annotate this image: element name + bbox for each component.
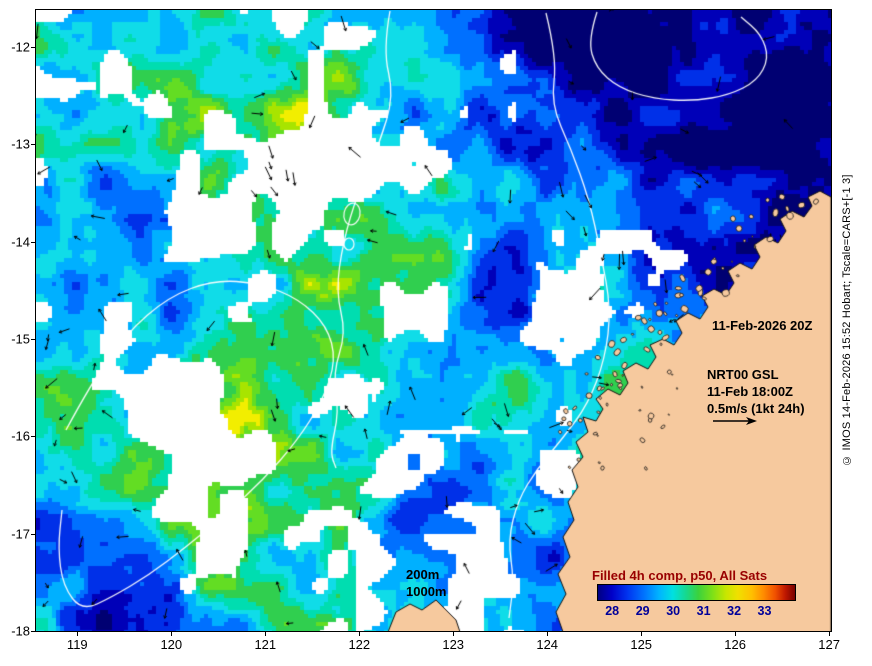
contour-label-1000m: 1000m [406, 584, 447, 599]
x-tick-mark [547, 632, 549, 636]
sst-map-canvas [36, 10, 831, 631]
credit-text: © IMOS 14-Feb-2026 15:52 Hobart; Tscale=… [841, 174, 853, 467]
x-tick-label: 124 [536, 637, 559, 652]
y-tick-mark [31, 144, 36, 146]
y-tick-label: -13 [11, 136, 30, 152]
colorbar-tick-label: 33 [757, 604, 772, 618]
y-tick-label: -12 [11, 39, 30, 55]
y-tick-mark [31, 241, 36, 243]
y-tick-label: -16 [11, 428, 30, 444]
x-tick-label: 125 [630, 637, 653, 652]
x-tick-mark [77, 632, 79, 636]
x-tick-mark [453, 632, 455, 636]
y-tick-mark [31, 339, 36, 340]
x-tick-mark [171, 632, 173, 636]
y-tick-label: -14 [11, 234, 30, 250]
vector-key-scale-label: 0.5m/s (1kt 24h) [707, 401, 805, 416]
y-tick-label: -15 [11, 331, 30, 347]
y-tick-mark [31, 47, 36, 48]
x-tick-label: 127 [818, 637, 840, 652]
x-tick-mark [735, 632, 737, 636]
x-tick-mark [829, 632, 831, 636]
y-tick-mark [31, 631, 36, 632]
x-tick-mark [359, 632, 361, 636]
colorbar-title: Filled 4h comp, p50, All Sats [592, 568, 768, 583]
x-tick-label: 123 [442, 637, 465, 652]
x-tick-label: 121 [254, 637, 277, 652]
y-tick-label: -18 [11, 623, 30, 639]
colorbar-tick-label: 31 [696, 604, 711, 618]
colorbar-tick-label: 30 [666, 604, 681, 618]
x-tick-mark [265, 632, 267, 636]
contour-label-200m: 200m [406, 567, 440, 582]
vector-key-time-label: 11-Feb 18:00Z [707, 384, 793, 399]
y-tick-label: -17 [11, 526, 30, 542]
x-tick-label: 119 [66, 637, 88, 652]
x-tick-label: 126 [724, 637, 746, 652]
contour-depth-labels: 200m 1000m [406, 566, 446, 600]
composite-timestamp-label: 11-Feb-2026 20Z [712, 318, 813, 333]
vector-key-model-label: NRT00 GSL [707, 367, 779, 382]
colorbar-tick-label: 32 [727, 604, 742, 618]
x-tick-label: 122 [348, 637, 371, 652]
current-vector-key: NRT00 GSL 11-Feb 18:00Z 0.5m/s (1kt 24h) [707, 366, 805, 417]
colorbar-tick-label: 29 [635, 604, 650, 618]
x-tick-mark [641, 632, 643, 636]
reference-vector-arrow-icon [713, 417, 757, 425]
y-tick-mark [31, 436, 36, 438]
colorbar-gradient [597, 584, 796, 601]
colorbar-tick-label: 28 [605, 604, 620, 618]
y-tick-mark [31, 533, 36, 535]
x-tick-label: 120 [160, 637, 183, 652]
